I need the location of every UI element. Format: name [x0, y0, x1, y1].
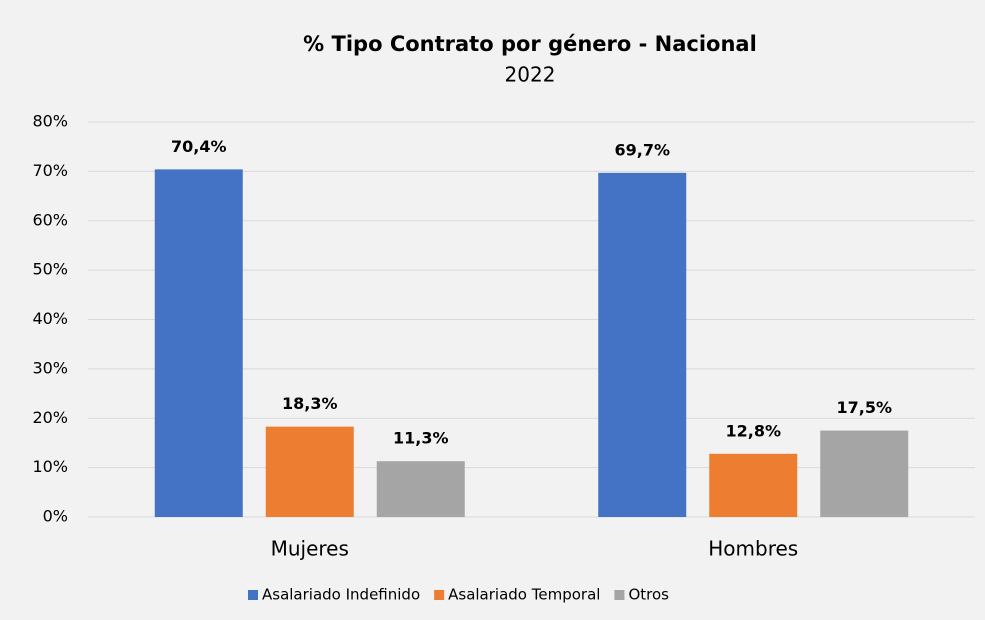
bar [154, 169, 243, 517]
legend-swatch [248, 590, 258, 600]
y-tick-label: 50% [32, 260, 68, 279]
data-label: 12,8% [725, 421, 781, 440]
legend-swatch [434, 590, 445, 600]
y-tick-label: 60% [32, 210, 68, 229]
bar [265, 426, 354, 517]
bar [820, 430, 909, 517]
y-tick-label: 70% [32, 161, 68, 180]
bar [709, 453, 798, 517]
chart-title: % Tipo Contrato por género - Nacional [303, 32, 757, 56]
legend-label: Asalariado Indefinido [262, 586, 420, 604]
data-label: 69,7% [614, 140, 670, 159]
bar [598, 172, 687, 517]
legend-label: Asalariado Temporal [448, 586, 600, 604]
chart-subtitle: 2022 [505, 63, 556, 87]
y-tick-label: 0% [43, 507, 68, 526]
data-label: 70,4% [171, 137, 227, 156]
y-tick-label: 30% [32, 358, 68, 377]
y-tick-label: 10% [32, 457, 68, 476]
legend-swatch [614, 590, 625, 600]
y-tick-label: 80% [32, 112, 68, 131]
y-tick-label: 40% [32, 309, 68, 328]
data-label: 17,5% [836, 398, 892, 417]
y-tick-label: 20% [32, 408, 68, 427]
bar [376, 461, 465, 517]
data-label: 18,3% [282, 394, 338, 413]
x-tick-label: Mujeres [271, 537, 349, 561]
data-label: 11,3% [393, 429, 449, 448]
x-tick-label: Hombres [708, 537, 798, 561]
legend-label: Otros [628, 586, 669, 604]
